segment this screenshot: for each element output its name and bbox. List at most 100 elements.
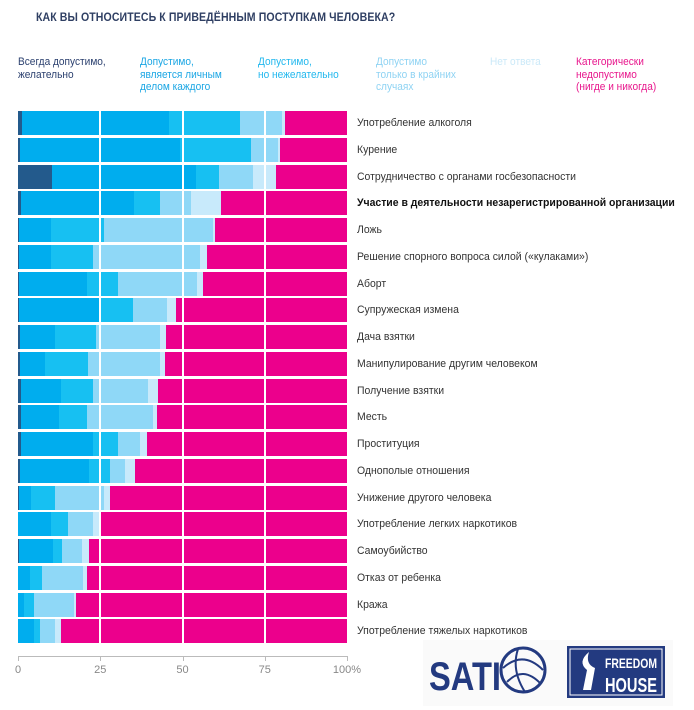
bar-row <box>18 405 347 430</box>
bar-segment <box>202 271 347 296</box>
bar-segment <box>93 432 118 456</box>
bar-segment <box>18 539 53 563</box>
bar-segment <box>18 298 20 323</box>
category-label: Сотрудничество с органами госбезопасност… <box>357 170 576 183</box>
category-label: Решение спорного вопроса силой («кулакам… <box>357 250 589 263</box>
bar-segment <box>133 298 167 323</box>
bar-segment <box>18 164 52 189</box>
bar-row <box>18 539 347 563</box>
bar-segment <box>18 191 21 216</box>
bar-row <box>18 592 347 617</box>
bar-segment <box>147 378 159 403</box>
bar-row <box>18 565 347 590</box>
bar-segment <box>19 218 51 242</box>
bar-segment <box>20 378 62 403</box>
bar-segment <box>166 325 347 349</box>
svg-text:SATI: SATI <box>429 655 501 699</box>
bar-segment <box>59 405 88 430</box>
bar-segment <box>19 458 90 483</box>
bar-segment <box>18 619 35 644</box>
bar-segment <box>20 432 93 456</box>
legend-item: Допустимо, но нежелательно <box>258 56 339 81</box>
bar-segment <box>50 218 104 242</box>
bar-row <box>18 298 347 323</box>
bar-segment <box>213 218 216 242</box>
category-label: Дача взятки <box>357 331 415 343</box>
chart-title: КАК ВЫ ОТНОСИТЕСЬ К ПРИВЕДЁННЫМ ПОСТУПКА… <box>36 10 396 24</box>
category-label: Употребление тяжелых наркотиков <box>357 625 528 638</box>
bar-segment <box>75 592 347 617</box>
bar-row <box>18 458 347 483</box>
legend-item: Категорически недопустимо (нигде и никог… <box>576 56 657 93</box>
category-label: Курение <box>357 143 398 156</box>
bar-segment <box>54 325 96 349</box>
bar-segment <box>20 405 60 430</box>
legend-item: Допустимо, является личным делом каждого <box>140 56 222 93</box>
x-tick <box>100 656 102 661</box>
bar-segment <box>67 512 93 537</box>
bar-segment <box>206 244 347 269</box>
svg-text:HOUSE: HOUSE <box>605 675 657 697</box>
bar-row <box>18 191 347 216</box>
x-tick <box>182 656 184 661</box>
svg-text:FREEDOM: FREEDOM <box>605 655 657 671</box>
bar-segment <box>20 191 135 216</box>
x-tick-label: 25 <box>94 664 107 676</box>
category-label: Манипулирование другим человеком <box>357 357 538 370</box>
bar-row <box>18 351 347 376</box>
bar-segment <box>62 539 83 563</box>
bar-segment <box>42 565 84 590</box>
bar-segment <box>279 137 347 162</box>
category-label: Супружеская измена <box>357 304 459 317</box>
bar-row <box>18 111 347 135</box>
bar-segment <box>29 565 43 590</box>
bar-segment <box>167 298 176 323</box>
category-label: Употребление алкоголя <box>357 117 472 129</box>
category-label: Участие в деятельности незарегистрирован… <box>357 197 675 210</box>
logos: SATI FREEDOM HOUSE <box>423 640 673 706</box>
bar-segment <box>240 111 282 135</box>
bar-segment <box>18 137 20 162</box>
category-label: Однополые отношения <box>357 464 470 477</box>
bar-segment <box>54 619 62 644</box>
bar-segment <box>196 271 203 296</box>
category-label: Кража <box>357 598 388 611</box>
bar-segment <box>146 432 347 456</box>
bar-segment <box>18 378 21 403</box>
bar-segment <box>18 271 20 296</box>
gridline <box>263 108 266 646</box>
bar-row <box>18 218 347 242</box>
category-label: Получение взятки <box>357 384 445 397</box>
x-tick-label: 0 <box>14 664 22 676</box>
bar-row <box>18 271 347 296</box>
bar-row <box>18 378 347 403</box>
bar-segment <box>220 191 347 216</box>
bar-segment <box>18 592 24 617</box>
bar-segment <box>277 137 280 162</box>
bar-segment <box>199 244 207 269</box>
bar-segment <box>54 485 104 510</box>
bar-segment <box>169 111 241 135</box>
bar-segment <box>281 111 286 135</box>
bar-segment <box>160 191 192 216</box>
bar-row <box>18 512 347 537</box>
bar-segment <box>50 512 68 537</box>
bar-segment <box>19 271 88 296</box>
bar-segment <box>103 218 214 242</box>
category-label: Ложь <box>357 224 382 236</box>
category-label: Проституция <box>357 438 420 450</box>
bar-segment <box>87 271 118 296</box>
bar-segment <box>134 191 161 216</box>
bar-segment <box>18 485 19 510</box>
category-label: Унижение другого человека <box>357 491 492 504</box>
bar-segment <box>51 164 196 189</box>
gridline <box>181 108 184 646</box>
bar-row <box>18 619 347 644</box>
bar-segment <box>118 271 197 296</box>
bar-row <box>18 432 347 456</box>
bar-segment <box>98 512 347 537</box>
bar-segment <box>152 405 157 430</box>
bar-segment <box>135 458 347 483</box>
bar-segment <box>50 244 93 269</box>
